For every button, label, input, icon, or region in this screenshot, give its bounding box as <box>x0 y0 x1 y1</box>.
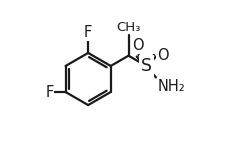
Text: CH₃: CH₃ <box>116 21 140 34</box>
Text: O: O <box>156 48 168 63</box>
Text: NH₂: NH₂ <box>157 79 184 94</box>
Text: F: F <box>84 25 92 40</box>
Text: F: F <box>45 85 53 100</box>
Text: S: S <box>140 57 151 75</box>
Text: O: O <box>131 38 143 53</box>
